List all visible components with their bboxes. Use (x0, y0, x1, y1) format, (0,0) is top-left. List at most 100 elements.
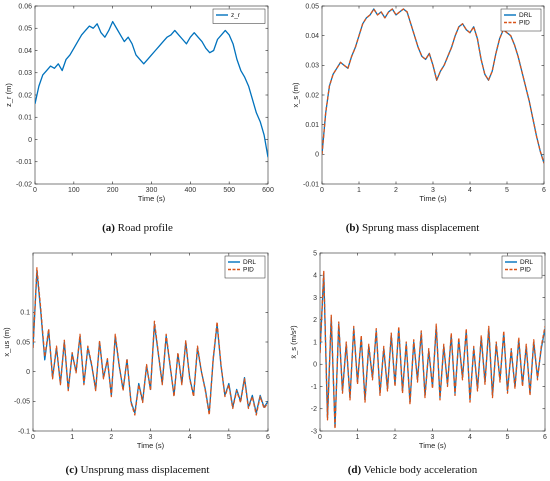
unsprung-mass-legend-label: DRL (243, 259, 256, 266)
body-accel-series-pid-line (320, 270, 545, 430)
unsprung-mass-caption: (c) Unsprung mass displacement (0, 464, 275, 476)
body-accel-y-tick-label: -3 (311, 428, 317, 435)
road-profile-x-tick-label: 400 (184, 187, 196, 194)
unsprung-mass-x-tick-label: 3 (149, 434, 153, 441)
road-profile-y-axis-label: z_r (m) (4, 83, 13, 107)
sprung-mass-y-tick-label: 0.03 (305, 63, 319, 70)
body-accel-x-tick-label: 4 (468, 434, 472, 441)
unsprung-mass-x-tick-label: 5 (227, 434, 231, 441)
road-profile-chart: 0 100 200 300 400 500 600 -0.02 -0.01 0 0.01 0.02 0.… (4, 3, 274, 203)
body-accel-x-axis-label: Time (s) (419, 441, 447, 450)
unsprung-mass-y-tick-label: 0.05 (16, 339, 30, 346)
unsprung-mass-x-tick-label: 2 (109, 434, 113, 441)
body-accel-panel: 0 1 2 3 4 5 6 -3 -2 -1 0 1 2 3 4 5 Time (s) ẍ_s (m/s²) DRL… (275, 240, 550, 481)
unsprung-mass-caption-text: Unsprung mass displacement (77, 464, 210, 476)
sprung-mass-x-tick-label: 4 (468, 187, 472, 194)
body-accel-x-tick-label: 1 (356, 434, 360, 441)
unsprung-mass-y-tick-label: -0.1 (18, 428, 30, 435)
road-profile-y-tick-label: 0.06 (18, 3, 32, 10)
unsprung-mass-chart: 0 1 2 3 4 5 6 -0.1 -0.05 0 0.05 0.1 Time (s) x_us (m)… (2, 252, 270, 450)
road-profile-x-axis-label: Time (s) (138, 194, 166, 203)
road-profile-x-tick-label: 0 (33, 187, 37, 194)
road-profile-series-z-r-line (35, 20, 268, 158)
body-accel-y-tick-label: 0 (313, 362, 317, 369)
unsprung-mass-x-tick-label: 1 (70, 434, 74, 441)
road-profile-x-tick-label: 300 (146, 187, 158, 194)
road-profile-y-tick-label: 0 (28, 137, 32, 144)
body-accel-legend-label: PID (520, 267, 531, 274)
unsprung-mass-panel: 0 1 2 3 4 5 6 -0.1 -0.05 0 0.05 0.1 Time (s) x_us (m)… (0, 240, 275, 481)
road-profile-panel: 0 100 200 300 400 500 600 -0.02 -0.01 0 0.01 0.02 0.… (0, 0, 275, 240)
sprung-mass-y-tick-label: 0.05 (305, 3, 319, 10)
road-profile-x-tick-label: 100 (68, 187, 80, 194)
sprung-mass-panel: 0 1 2 3 4 5 6 -0.01 0 0.01 0.02 0.03 0.04 0.05 Time (s… (275, 0, 550, 240)
sprung-mass-y-tick-label: 0.01 (305, 122, 319, 129)
road-profile-x-tick-label: 200 (107, 187, 119, 194)
body-accel-x-tick-label: 6 (543, 434, 547, 441)
sprung-mass-y-axis-label: x_s (m) (291, 82, 300, 108)
road-profile-y-tick-label: 0.03 (18, 70, 32, 77)
road-profile-y-tick-label: 0.01 (18, 115, 32, 122)
sprung-mass-caption: (b) Sprung mass displacement (275, 222, 550, 234)
sprung-mass-caption-tag: (b) (345, 222, 360, 234)
body-accel-y-tick-label: 1 (313, 339, 317, 346)
sprung-mass-y-tick-label: 0 (315, 152, 319, 159)
road-profile-x-tick-label: 500 (223, 187, 235, 194)
road-profile-legend-box (212, 8, 266, 24)
body-accel-legend-label: DRL (520, 259, 533, 266)
sprung-mass-x-tick-label: 6 (542, 187, 546, 194)
sprung-mass-y-tick-label: 0.02 (305, 92, 319, 99)
road-profile-caption-tag: (a) (102, 222, 115, 234)
sprung-mass-legend-label: PID (519, 20, 530, 27)
body-accel-y-tick-label: 3 (313, 295, 317, 302)
road-profile-caption: (a) Road profile (0, 222, 275, 234)
road-profile-caption-text: Road profile (114, 222, 173, 234)
sprung-mass-y-tick-label: -0.01 (303, 181, 319, 188)
sprung-mass-caption-text: Sprung mass displacement (359, 222, 480, 234)
unsprung-mass-y-tick-label: 0.1 (20, 310, 30, 317)
body-accel-y-tick-label: -2 (311, 406, 317, 413)
body-accel-chart: 0 1 2 3 4 5 6 -3 -2 -1 0 1 2 3 4 5 Time (s) ẍ_s (m/s²) DRL… (289, 250, 547, 450)
road-profile-y-tick-label: 0.05 (18, 26, 32, 33)
body-accel-x-tick-label: 3 (431, 434, 435, 441)
sprung-mass-x-tick-label: 2 (394, 187, 398, 194)
body-accel-caption: (d) Vehicle body acceleration (275, 464, 550, 476)
unsprung-mass-x-axis-label: Time (s) (137, 441, 165, 450)
unsprung-mass-y-axis-label: x_us (m) (2, 327, 11, 357)
body-accel-y-tick-label: 2 (313, 317, 317, 324)
unsprung-mass-x-tick-label: 4 (188, 434, 192, 441)
unsprung-mass-x-tick-label: 6 (266, 434, 270, 441)
body-accel-y-tick-label: -1 (311, 384, 317, 391)
body-accel-caption-text: Vehicle body acceleration (361, 464, 478, 476)
sprung-mass-x-tick-label: 5 (505, 187, 509, 194)
sprung-mass-axes-box (321, 5, 545, 185)
unsprung-mass-caption-tag: (c) (65, 464, 78, 476)
road-profile-y-tick-label: -0.02 (16, 181, 32, 188)
body-accel-y-tick-label: 4 (313, 273, 317, 280)
body-accel-y-tick-label: 5 (313, 250, 317, 257)
body-accel-caption-tag: (d) (347, 464, 362, 476)
unsprung-mass-legend-label: PID (243, 267, 254, 274)
unsprung-mass-series-pid-line (33, 267, 268, 416)
body-accel-axes-box (319, 252, 546, 432)
unsprung-mass-y-tick-label: -0.05 (14, 399, 30, 406)
road-profile-legend-label: z_r (231, 12, 241, 19)
body-accel-x-tick-label: 2 (393, 434, 397, 441)
body-accel-x-tick-label: 0 (318, 434, 322, 441)
unsprung-mass-x-tick-label: 0 (31, 434, 35, 441)
sprung-mass-x-tick-label: 1 (357, 187, 361, 194)
body-accel-y-axis-label: ẍ_s (m/s²) (289, 325, 298, 359)
unsprung-mass-series-drl-line (33, 270, 268, 414)
unsprung-mass-y-tick-label: 0 (26, 369, 30, 376)
road-profile-y-tick-label: 0.02 (18, 92, 32, 99)
sprung-mass-legend-label: DRL (519, 12, 532, 19)
road-profile-y-tick-label: 0.04 (18, 48, 32, 55)
sprung-mass-x-tick-label: 3 (431, 187, 435, 194)
road-profile-x-tick-label: 600 (262, 187, 274, 194)
body-accel-x-tick-label: 5 (506, 434, 510, 441)
road-profile-y-tick-label: -0.01 (16, 159, 32, 166)
sprung-mass-y-tick-label: 0.04 (305, 33, 319, 40)
sprung-mass-series-pid-line (322, 8, 544, 164)
sprung-mass-x-axis-label: Time (s) (419, 194, 447, 203)
